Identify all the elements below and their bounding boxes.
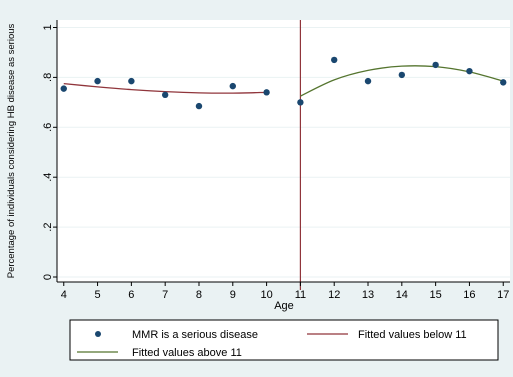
data-point-2 <box>128 77 135 85</box>
y-tick-label-2: .4 <box>42 173 54 182</box>
data-point-7 <box>297 99 304 106</box>
legend-label-fit-above: Fitted values above 11 <box>132 347 242 359</box>
data-point-10 <box>398 71 406 79</box>
data-point-13 <box>500 79 507 86</box>
data-point-4 <box>195 102 203 110</box>
grid-lines <box>57 26 510 278</box>
x-tick-label-7: 11 <box>295 289 306 301</box>
data-point-0 <box>60 85 67 92</box>
data-point-8 <box>331 56 338 64</box>
data-point-9 <box>364 77 372 85</box>
x-tick-label-5: 9 <box>230 289 236 301</box>
x-axis: 4 5 6 7 8 9 10 11 12 13 14 15 16 17 <box>57 281 510 301</box>
x-tick-label-9: 13 <box>362 289 374 301</box>
legend: MMR is a serious disease Fitted values b… <box>69 319 499 361</box>
x-tick-label-0: 4 <box>61 289 67 301</box>
y-tick-label-3: .6 <box>42 123 54 132</box>
legend-label-scatter: MMR is a serious disease <box>132 329 258 341</box>
fit-line-below <box>63 82 267 94</box>
y-tick-label-5: 1 <box>42 24 54 30</box>
x-tick-label-6: 10 <box>260 289 272 301</box>
legend-marker-scatter <box>95 331 101 337</box>
x-tick-label-13: 17 <box>497 289 509 301</box>
y-tick-label-0: 0 <box>42 274 54 280</box>
y-axis: 0 .2 .4 .6 .8 1 <box>42 20 58 282</box>
x-tick-label-10: 14 <box>396 289 408 301</box>
x-tick-label-2: 6 <box>128 289 134 301</box>
data-point-12 <box>466 67 473 75</box>
data-point-5 <box>229 82 236 90</box>
data-point-1 <box>94 77 101 85</box>
plot-background <box>57 20 510 282</box>
y-tick-label-1: .2 <box>42 223 54 232</box>
x-tick-label-3: 7 <box>162 289 168 301</box>
x-axis-label: Age <box>274 300 294 312</box>
data-point-11 <box>432 61 439 69</box>
x-tick-label-4: 8 <box>196 289 202 301</box>
y-tick-label-4: .8 <box>42 73 54 82</box>
scatter-points <box>60 56 507 110</box>
x-tick-label-11: 15 <box>430 289 442 301</box>
data-point-6 <box>263 89 270 96</box>
y-axis-label: Percentage of individuals considering HB… <box>6 23 17 278</box>
data-point-3 <box>161 91 169 99</box>
x-tick-label-8: 12 <box>328 289 340 301</box>
x-tick-label-1: 5 <box>95 289 101 301</box>
legend-label-fit-below: Fitted values below 11 <box>358 329 467 341</box>
x-tick-label-12: 16 <box>463 289 475 301</box>
legend-box <box>69 319 499 361</box>
